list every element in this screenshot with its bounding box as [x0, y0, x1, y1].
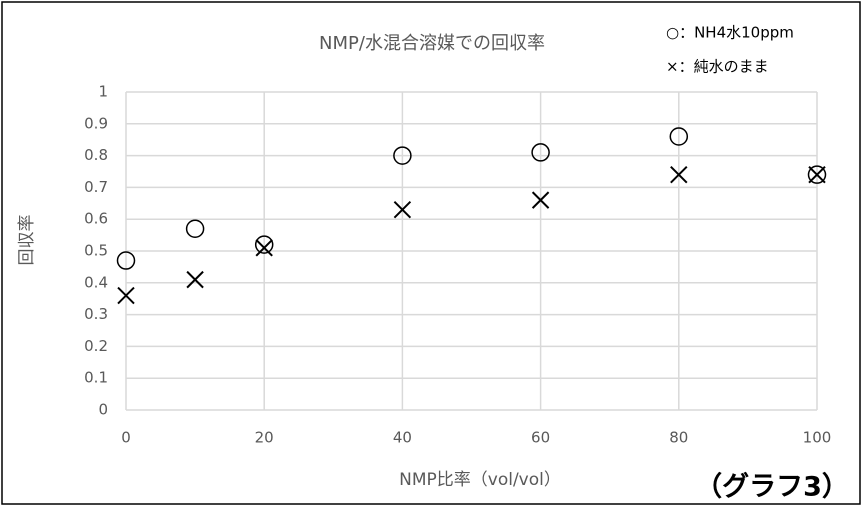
annotation: （グラフ3）: [695, 471, 849, 503]
y-axis-label: 回収率: [17, 215, 37, 266]
legend-entry: ○：NH4水10ppm: [666, 24, 794, 42]
legend-entry: ×：純水のまま: [666, 58, 769, 76]
x-axis-label: NMP比率（vol/vol）: [399, 470, 561, 490]
x-tick-label: 60: [531, 429, 550, 447]
point: [669, 127, 689, 146]
point: [670, 165, 688, 184]
y-tick-label: 0.1: [84, 369, 108, 387]
y-tick-label: 0: [98, 401, 108, 419]
point: [255, 239, 273, 257]
point: [393, 200, 412, 219]
point: [807, 165, 827, 184]
point: [117, 286, 135, 305]
x-tick-label: 100: [803, 429, 832, 447]
point: [116, 251, 136, 270]
y-tick-label: 0.9: [84, 114, 108, 132]
x-tick-label: 0: [121, 429, 131, 447]
point: [185, 219, 205, 238]
chart-frame: [1, 1, 861, 505]
point: [808, 165, 826, 184]
y-tick-label: 0.3: [84, 305, 108, 323]
y-tick-label: 0.5: [84, 242, 108, 260]
x-tick-label: 20: [255, 429, 274, 447]
point: [531, 191, 550, 209]
y-tick-label: 0.4: [84, 273, 108, 291]
chart-title: NMP/水混合溶媒での回収率: [319, 33, 545, 54]
x-tick-label: 40: [393, 429, 412, 447]
y-tick-label: 0.2: [84, 337, 108, 355]
point: [186, 270, 204, 289]
point: [393, 146, 412, 165]
y-tick-label: 0.8: [84, 146, 108, 164]
y-tick-label: 1: [98, 83, 108, 101]
y-tick-label: 0.6: [84, 210, 108, 228]
point: [254, 235, 274, 254]
x-tick-label: 80: [669, 429, 688, 447]
point: [531, 143, 550, 162]
y-tick-label: 0.7: [84, 178, 108, 196]
